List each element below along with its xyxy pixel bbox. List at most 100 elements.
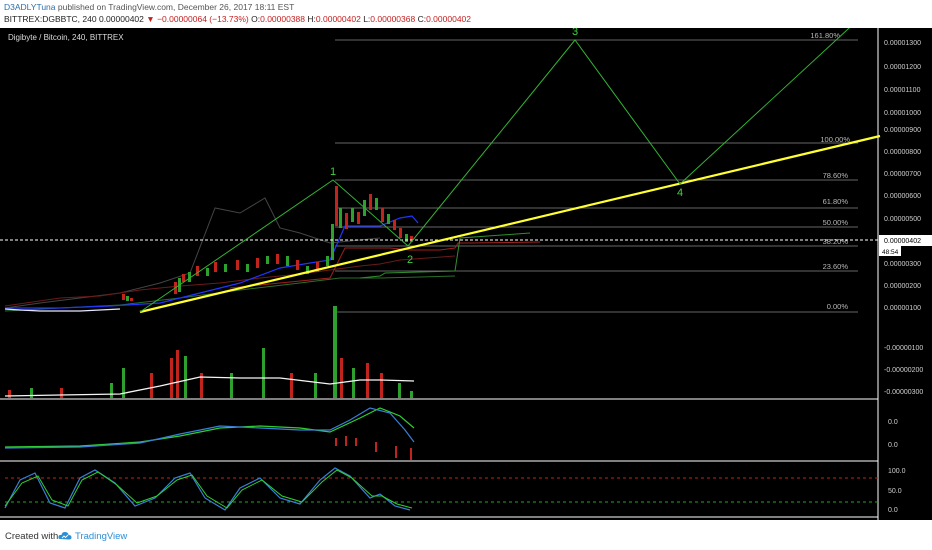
volume-bar [380, 373, 383, 398]
candle[interactable] [399, 228, 402, 238]
chart-area[interactable]: Digibyte / Bitcoin, 240, BITTREX 161.80%… [0, 28, 932, 520]
candle[interactable] [316, 262, 319, 272]
kumo-line-green [359, 232, 531, 279]
candle[interactable] [375, 198, 378, 210]
candle[interactable] [188, 272, 191, 282]
candle[interactable] [357, 212, 360, 224]
cloud-line [4, 197, 381, 309]
down-arrow-icon: ▼ [146, 14, 155, 24]
candle[interactable] [345, 213, 348, 229]
candle[interactable] [214, 262, 217, 272]
created-with-label: Created with [5, 531, 59, 542]
candle[interactable] [351, 208, 354, 222]
volume-ma-line [4, 376, 415, 397]
macd-histogram [335, 436, 412, 460]
current-price-value: 0.00000402 [884, 238, 921, 245]
candle[interactable] [326, 256, 329, 266]
price-tick: 0.00000600 [884, 193, 921, 200]
lagging-span-line [4, 255, 456, 307]
wave-label: 2 [407, 254, 413, 266]
candle[interactable] [393, 220, 396, 230]
price-tick: 0.00000200 [884, 283, 921, 290]
volume-bar [340, 358, 343, 398]
volume-bar [398, 383, 401, 398]
macd-bar [335, 438, 337, 446]
wave-label: 3 [572, 28, 578, 38]
candle[interactable] [236, 260, 239, 270]
candle[interactable] [206, 268, 209, 276]
stoch-k-line [4, 467, 411, 511]
last-price: 0.00000402 [98, 14, 144, 24]
symbol-info: BITTREX:DGBBTC, 240 0.00000402 ▼ −0.0000… [4, 14, 472, 24]
fib-label: 78.60% [823, 171, 849, 180]
wave-label: 1 [330, 166, 336, 178]
candle-countdown: 48:54 [882, 249, 899, 256]
candle[interactable] [224, 264, 227, 272]
volume-bar [352, 368, 355, 398]
candle[interactable] [381, 208, 384, 222]
volume-bar [290, 373, 293, 398]
volume-bar [170, 358, 173, 398]
high-value: 0.00000402 [315, 14, 361, 24]
volume-bar [314, 373, 317, 398]
macd-bar [395, 446, 397, 458]
candle[interactable] [339, 208, 342, 228]
price-axis[interactable]: 0.00001300 0.00001200 0.00001100 0.00001… [884, 40, 921, 312]
fib-label: 23.60% [823, 262, 849, 271]
candle[interactable] [256, 258, 259, 268]
candle[interactable] [276, 254, 279, 264]
candle[interactable] [405, 234, 408, 242]
candle[interactable] [122, 294, 125, 300]
candle[interactable] [130, 298, 133, 301]
candle[interactable] [286, 256, 289, 266]
price-tick: 0.00001100 [884, 87, 921, 94]
elliott-wave[interactable] [139, 28, 860, 313]
candle[interactable] [246, 264, 249, 272]
price-line [4, 308, 121, 312]
tradingview-brand[interactable]: TradingView [75, 531, 128, 542]
macd-bar [355, 438, 357, 446]
price-tick: 0.00000300 [884, 261, 921, 268]
fib-label: 38.20% [823, 237, 849, 246]
volume-bar [333, 306, 337, 398]
candle[interactable] [296, 260, 299, 270]
published-text: published on TradingView.com, December 2… [57, 2, 295, 12]
candle[interactable] [331, 224, 334, 260]
candle[interactable] [335, 186, 338, 226]
fib-label: 0.00% [827, 302, 849, 311]
chart-title: Digibyte / Bitcoin, 240, BITTREX [8, 33, 124, 42]
footer: Created with TradingView [0, 520, 932, 550]
volume-bar [122, 368, 125, 398]
author-link[interactable]: D3ADLYTuna [4, 2, 56, 12]
volume-tick: -0.00000100 [884, 345, 923, 352]
volume-bars[interactable] [8, 306, 413, 398]
kumo-line-red [229, 241, 541, 289]
open-value: 0.00000388 [260, 14, 306, 24]
macd-bar [345, 436, 347, 446]
candle[interactable] [126, 296, 129, 301]
current-price-badge [879, 235, 932, 246]
candle[interactable] [369, 194, 372, 210]
candle[interactable] [196, 266, 199, 276]
countdown-badge [879, 246, 901, 256]
volume-tick: -0.00000200 [884, 367, 923, 374]
symbol-label[interactable]: BITTREX:DGBBTC, 240 [4, 14, 97, 24]
price-tick: 0.00000800 [884, 149, 921, 156]
candle[interactable] [182, 274, 185, 282]
volume-bar [200, 373, 203, 398]
volume-bar [176, 350, 179, 398]
candle[interactable] [306, 266, 309, 274]
candle[interactable] [387, 214, 390, 224]
candle[interactable] [266, 256, 269, 264]
volume-bar [60, 388, 63, 398]
chart-svg[interactable]: Digibyte / Bitcoin, 240, BITTREX 161.80%… [0, 28, 932, 520]
fib-retracement[interactable]: 161.80% 100.00% 78.60% 61.80% 50.00% 38.… [335, 31, 858, 313]
macd-bar [375, 442, 377, 452]
volume-bar [410, 391, 413, 398]
price-change: −0.00000064 (−13.73%) [157, 14, 249, 24]
stoch-d-line [4, 469, 413, 509]
trend-line[interactable] [139, 134, 881, 314]
candle[interactable] [410, 236, 413, 242]
tradingview-cloud-icon[interactable] [58, 529, 72, 543]
stoch-tick: 50.0 [888, 488, 902, 495]
